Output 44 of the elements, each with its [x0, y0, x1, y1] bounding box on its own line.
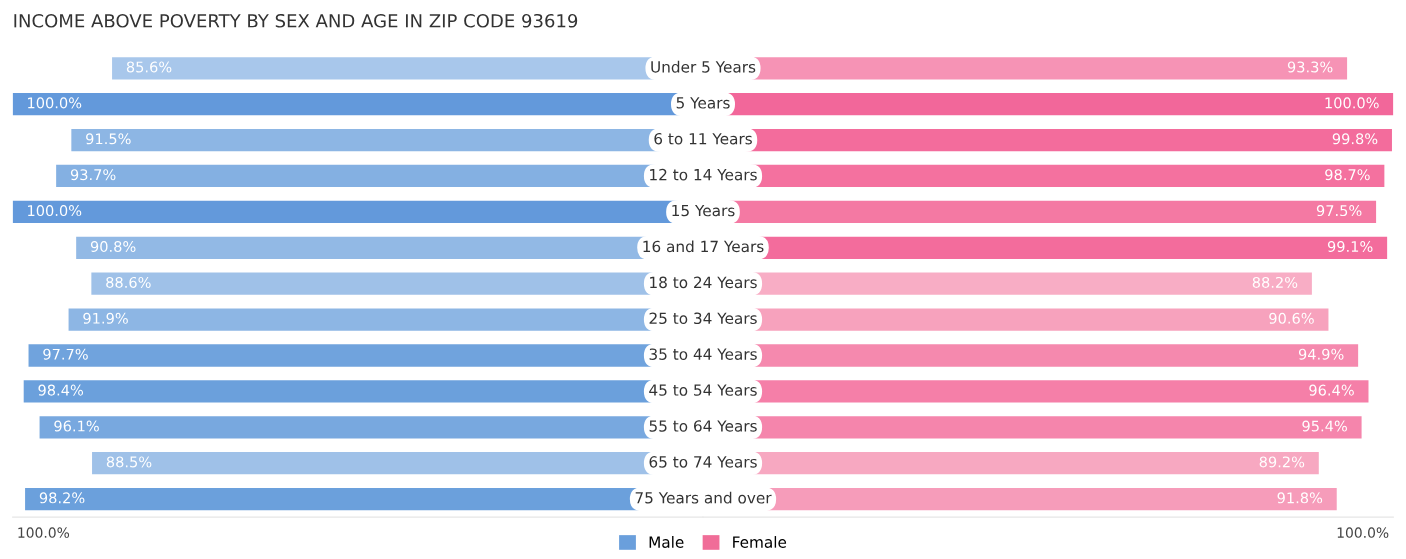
data-label: 85.6% [126, 61, 172, 73]
data-label: 89.2% [1259, 456, 1305, 468]
data-label: 88.2% [1252, 276, 1298, 288]
y-tick-label: 15 Years [672, 204, 735, 217]
data-label: 93.3% [1287, 61, 1333, 73]
data-label: 98.7% [1325, 169, 1370, 181]
data-label: 98.4% [38, 384, 84, 396]
text: 100.0% [1337, 527, 1389, 538]
data-label: 90.6% [1269, 312, 1314, 324]
y-tick-label: 5 Years [676, 97, 730, 109]
data-label: 95.4% [1302, 420, 1347, 432]
data-label: 88.6% [106, 276, 151, 288]
y-tick-label: 55 to 64 Years [649, 420, 757, 432]
data-label: 97.5% [1316, 205, 1362, 217]
data-label: 90.8% [90, 240, 136, 253]
y-tick-label: 16 and 17 Years [643, 240, 764, 253]
y-tick-label: 12 to 14 Years [650, 168, 757, 181]
data-label: 96.4% [1309, 384, 1354, 396]
data-label: 100.0% [1325, 97, 1379, 109]
y-tick-label: Under 5 Years [651, 60, 756, 73]
data-label: 93.7% [70, 169, 116, 181]
y-tick-label: 65 to 74 Years [649, 456, 757, 468]
data-label: 99.8% [1332, 133, 1378, 145]
data-label: 88.5% [106, 456, 152, 468]
data-label: 96.1% [54, 420, 99, 432]
data-label: 97.7% [43, 348, 88, 360]
data-label: 98.2% [39, 492, 85, 504]
chart-title: INCOME ABOVE POVERTY BY SEX AND AGE IN ZIP CODE 93619 [14, 13, 578, 28]
y-tick-label: 75 Years and over [635, 491, 772, 504]
y-tick-label: 18 to 24 Years [650, 276, 757, 289]
y-tick-label: 45 to 54 Years [649, 384, 757, 396]
data-label: 91.9% [83, 312, 128, 324]
text: 100.0% [18, 527, 70, 538]
data-label: 91.5% [86, 133, 131, 145]
data-label: 100.0% [28, 97, 82, 109]
legend-label: Female [733, 536, 787, 548]
data-label: 91.8% [1277, 492, 1323, 504]
y-tick-label: 35 to 44 Years [649, 348, 757, 360]
data-label: 94.9% [1298, 348, 1344, 360]
data-label: 99.1% [1327, 240, 1373, 253]
data-label: 100.0% [28, 205, 82, 217]
y-tick-label: 25 to 34 Years [649, 312, 757, 325]
legend-label: Male [649, 536, 684, 548]
y-tick-label: 6 to 11 Years [654, 132, 752, 145]
